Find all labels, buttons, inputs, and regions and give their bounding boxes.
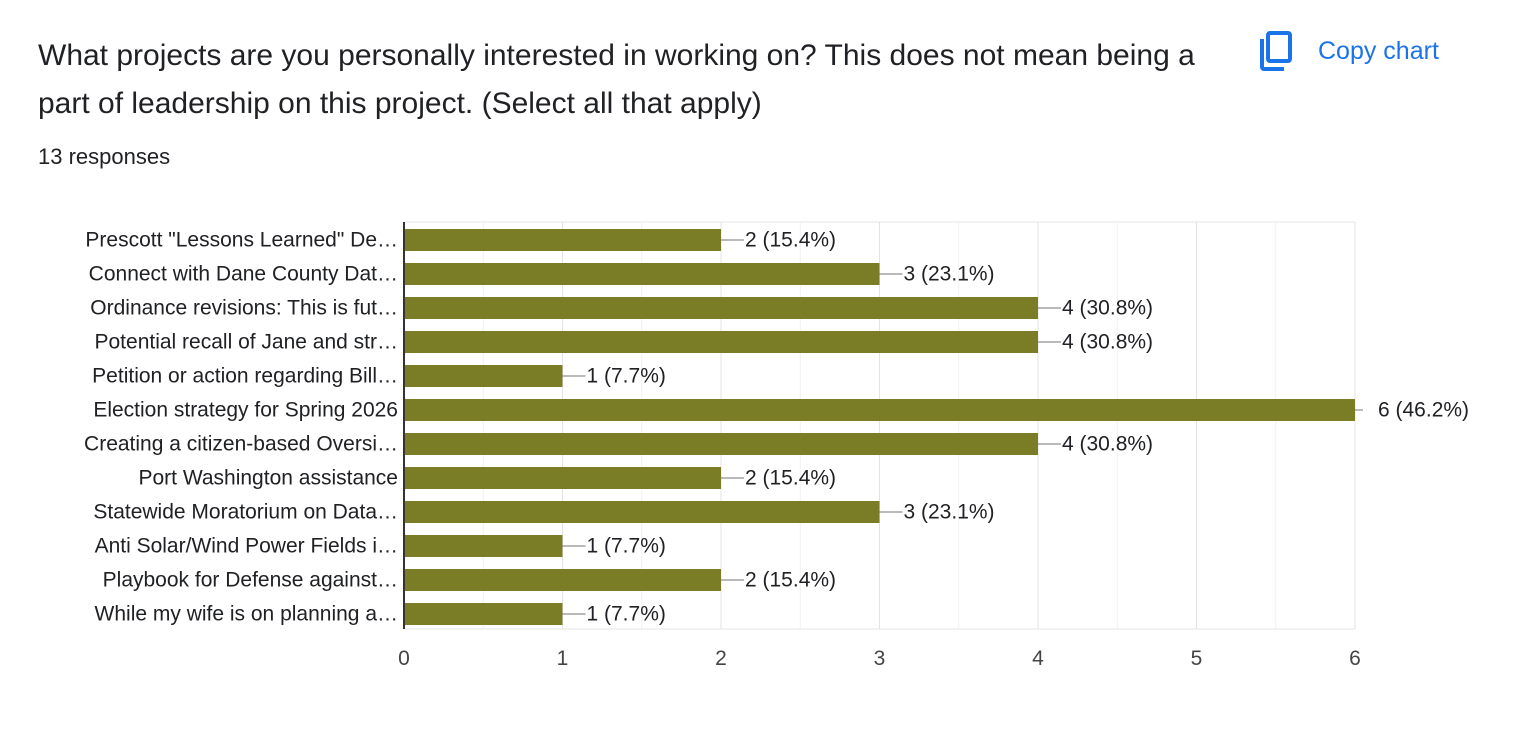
category-label: Petition or action regarding Bill…	[92, 365, 398, 388]
x-tick-label: 1	[557, 647, 569, 670]
copy-icon	[1258, 30, 1294, 72]
category-label: Port Washington assistance	[138, 467, 398, 490]
x-tick-label: 2	[715, 647, 727, 670]
x-tick-label: 6	[1349, 647, 1361, 670]
bar[interactable]	[404, 399, 1355, 421]
bar[interactable]	[404, 603, 563, 625]
chart-axis: 0 1 2 3 4 5 6	[398, 222, 1361, 670]
data-label: 1 (7.7%)	[587, 603, 666, 626]
category-label: Election strategy for Spring 2026	[93, 399, 398, 422]
chart-grid	[403, 221, 1356, 630]
copy-chart-label: Copy chart	[1318, 36, 1439, 65]
data-label: 3 (23.1%)	[904, 263, 995, 286]
data-label: 3 (23.1%)	[904, 501, 995, 524]
data-label: 4 (30.8%)	[1062, 433, 1153, 456]
bar[interactable]	[404, 569, 721, 591]
x-tick-label: 4	[1032, 647, 1044, 670]
bar[interactable]	[404, 501, 880, 523]
data-label: 4 (30.8%)	[1062, 297, 1153, 320]
response-count: 13 responses	[38, 144, 171, 169]
bar[interactable]	[404, 297, 1038, 319]
chart-bars	[404, 229, 1355, 625]
category-label: Statewide Moratorium on Data…	[93, 501, 398, 524]
category-label: Creating a citizen-based Oversi…	[84, 433, 398, 456]
category-label: Potential recall of Jane and str…	[95, 331, 399, 354]
copy-chart-button[interactable]: Copy chart	[1258, 28, 1439, 74]
category-label: Connect with Dane County Dat…	[89, 263, 398, 286]
category-label: While my wife is on planning a…	[95, 603, 398, 626]
category-label: Anti Solar/Wind Power Fields i…	[95, 535, 398, 558]
x-tick-label: 3	[874, 647, 886, 670]
category-label: Ordinance revisions: This is fut…	[90, 297, 398, 320]
data-label: 2 (15.4%)	[745, 467, 836, 490]
bar[interactable]	[404, 229, 721, 251]
bar[interactable]	[404, 331, 1038, 353]
bar[interactable]	[404, 365, 563, 387]
data-label: 4 (30.8%)	[1062, 331, 1153, 354]
bar[interactable]	[404, 433, 1038, 455]
data-label: 1 (7.7%)	[587, 535, 666, 558]
bar[interactable]	[404, 535, 563, 557]
x-tick-label: 0	[398, 647, 410, 670]
chart-labels: Prescott "Lessons Learned" De… 2 (15.4%) C…	[84, 229, 1469, 626]
bar[interactable]	[404, 467, 721, 489]
bar[interactable]	[404, 263, 880, 285]
data-label: 2 (15.4%)	[745, 229, 836, 252]
data-label: 6 (46.2%)	[1378, 399, 1469, 422]
x-tick-label: 5	[1191, 647, 1203, 670]
data-label: 2 (15.4%)	[745, 569, 836, 592]
question-title: What projects are you personally interes…	[38, 39, 1195, 120]
category-label: Playbook for Defense against…	[103, 569, 398, 592]
category-label: Prescott "Lessons Learned" De…	[85, 229, 398, 252]
data-label: 1 (7.7%)	[587, 365, 666, 388]
